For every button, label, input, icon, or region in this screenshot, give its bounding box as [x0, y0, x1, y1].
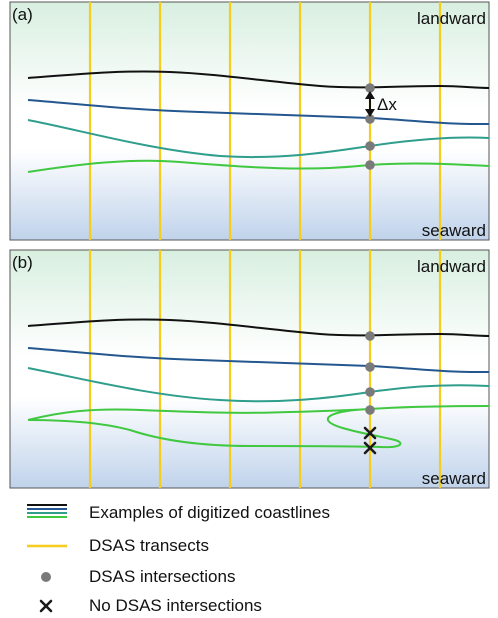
panel-a-landward-label: landward: [417, 9, 486, 28]
intersection-dot: [365, 387, 375, 397]
panel-b-seaward-label: seaward: [422, 469, 486, 488]
legend-intersections-label: DSAS intersections: [89, 567, 235, 586]
no-intersection-mark: [363, 441, 377, 455]
panel-b-no-intersections: [363, 426, 377, 455]
coastline-green: [27, 159, 490, 173]
no-intersection-mark: [363, 426, 377, 440]
intersection-dot: [365, 331, 375, 341]
coastline-teal: [27, 119, 490, 159]
intersection-dot: [365, 362, 375, 372]
panel-a-seaward-label: seaward: [422, 221, 486, 240]
legend-coastlines-swatch: [27, 504, 67, 518]
coastline-teal: [27, 367, 490, 403]
legend: Examples of digitized coastlines DSAS tr…: [27, 503, 330, 615]
panel-b-coastlines: [27, 318, 490, 449]
delta-x-arrow: [365, 91, 375, 117]
panel-b-label: (b): [12, 253, 33, 272]
panel-a-label: (a): [12, 5, 33, 24]
legend-intersection-swatch: [41, 572, 51, 582]
coastline-blue: [27, 347, 489, 373]
intersection-dot: [365, 141, 375, 151]
intersection-dot: [365, 160, 375, 170]
panel-b: (b) landward seaward: [9, 249, 490, 489]
coastline-black: [27, 318, 490, 337]
panel-a-intersections: [365, 83, 375, 170]
intersection-dot: [365, 114, 375, 124]
legend-transects-label: DSAS transects: [89, 536, 209, 555]
legend-coastlines-label: Examples of digitized coastlines: [89, 503, 330, 522]
coastline-blue: [27, 99, 489, 125]
panel-a-coastlines: [27, 70, 490, 173]
legend-no-intersection-swatch: [39, 599, 53, 613]
intersection-dot: [365, 83, 375, 93]
intersection-dot: [365, 405, 375, 415]
legend-no-intersections-label: No DSAS intersections: [89, 596, 262, 615]
delta-x-label: Δx: [377, 95, 397, 114]
coastline-green-looped: [27, 405, 490, 449]
coastline-black: [27, 70, 490, 89]
panel-a: (a) landward seaward Δx: [9, 1, 490, 241]
panel-b-intersections: [365, 331, 375, 415]
panel-b-landward-label: landward: [417, 257, 486, 276]
